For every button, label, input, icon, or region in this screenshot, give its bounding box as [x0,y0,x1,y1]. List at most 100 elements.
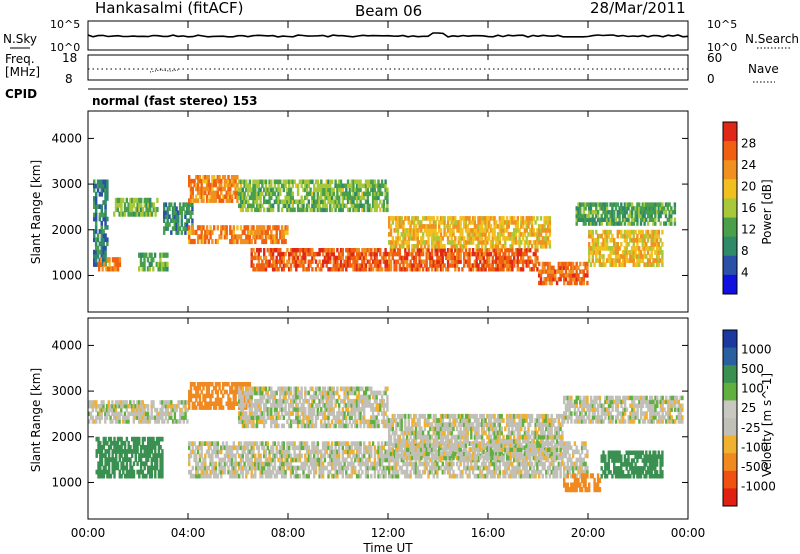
heat-cell [491,236,494,241]
heat-cell [636,262,639,267]
heat-cell [457,220,460,225]
heat-cell [402,461,405,467]
heat-cell [645,210,648,215]
heat-cell [645,254,648,259]
heat-cell [427,469,430,475]
heat-cell [286,207,289,213]
heat-cell [495,259,498,264]
heat-cell [296,248,300,253]
heat-cell [634,210,637,215]
heat-cell [498,232,502,237]
heat-cell [263,238,266,245]
heat-cell [666,217,669,222]
heat-cell [388,240,391,245]
heat-cell [170,202,173,207]
heat-cell [218,405,221,410]
heat-cell [268,183,271,189]
heat-cell [489,251,493,257]
heat-cell [600,233,603,239]
heat-cell [341,207,344,213]
heat-cell [189,469,193,475]
heat-cell [132,449,136,454]
heat-cell [398,453,402,459]
heat-cell [557,261,560,267]
heat-cell [193,473,196,479]
heat-cell [545,232,548,237]
heat-cell [147,449,150,454]
heat-cell [582,213,585,219]
heat-cell [157,449,161,454]
heat-cell [604,246,607,251]
heat-cell [486,251,489,257]
heat-cell [429,251,432,257]
heat-cell [446,240,450,245]
heat-cell [529,473,532,479]
heat-cell [321,469,325,475]
heat-cell [320,248,323,253]
heat-cell [300,461,303,467]
heat-cell [211,238,214,245]
heat-cell [382,199,385,205]
heat-cell [229,449,232,455]
heat-cell [659,258,662,263]
heat-cell [330,449,334,455]
heat-cell [166,252,169,258]
heat-cell [364,187,368,193]
heat-cell [296,473,300,479]
heat-cell [650,254,653,259]
heat-cell [291,207,294,213]
heat-cell [504,469,507,475]
heat-cell [275,473,278,479]
heat-cell [477,232,480,237]
heat-cell [198,441,202,446]
heat-cell [94,258,98,263]
heat-cell [266,207,269,213]
heat-cell [475,251,478,257]
heat-cell [330,187,334,193]
heat-cell [291,457,294,463]
heat-cell [502,259,505,264]
heat-cell [178,206,182,211]
heat-cell [275,445,278,451]
heat-cell [279,457,282,463]
heat-cell [350,461,353,467]
heat-cell [107,449,111,454]
heat-cell [657,202,660,207]
heat-cell [477,251,480,257]
heat-cell [284,179,287,185]
heat-cell [434,220,437,225]
heat-cell [288,179,291,185]
heat-cell [432,259,435,264]
heat-cell [464,244,468,249]
heat-cell [434,232,437,237]
heat-cell [336,453,339,459]
heat-cell [421,461,425,467]
heat-cell [591,202,594,207]
heat-cell [129,469,132,475]
heat-cell [482,251,485,257]
heat-cell [454,263,457,268]
heat-cell [384,449,387,455]
heat-cell [377,445,380,451]
heat-cell [209,473,212,479]
heat-cell [673,210,677,215]
heat-cell [530,228,534,233]
heat-cell [443,244,446,249]
heat-cell [389,263,393,268]
heat-cell [541,261,544,267]
heat-cell [189,210,192,215]
heat-cell [266,441,269,446]
heat-cell [189,393,193,399]
heat-cell [239,191,243,197]
heat-cell [118,411,121,416]
heat-cell [389,240,393,245]
heat-cell [241,469,244,475]
heat-cell [600,254,603,259]
heat-cell [291,191,294,197]
heat-cell [402,267,405,272]
heat-cell [106,461,109,467]
heat-cell [541,236,544,241]
heat-cell [366,183,369,189]
heat-cell [398,263,402,268]
heat-cell [302,441,305,446]
